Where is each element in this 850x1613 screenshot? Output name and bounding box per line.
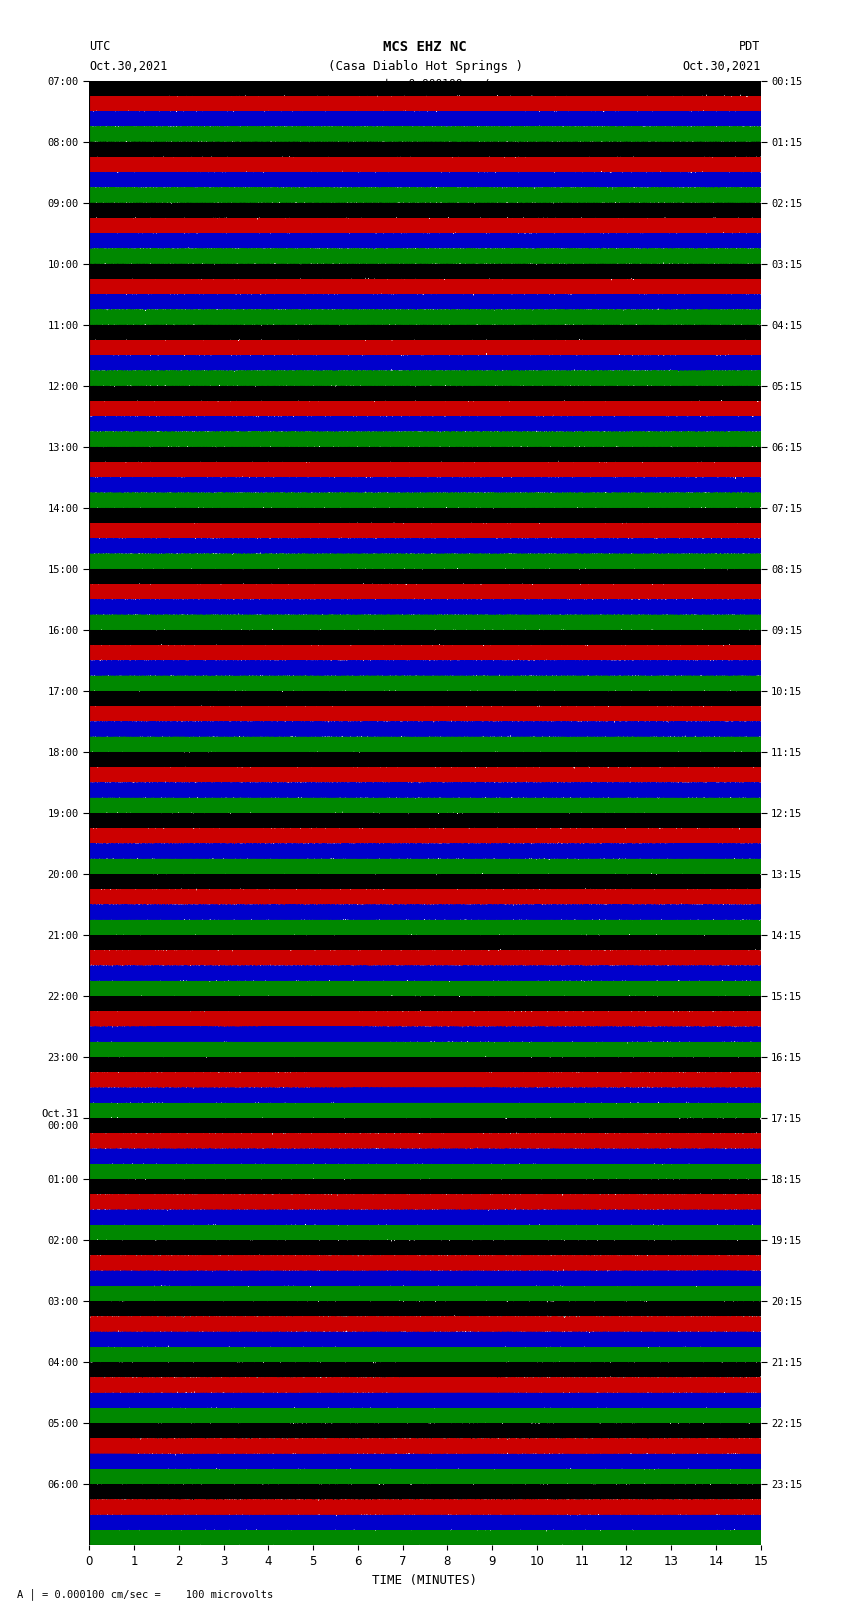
Text: UTC: UTC xyxy=(89,40,110,53)
Text: PDT: PDT xyxy=(740,40,761,53)
Text: Oct.30,2021: Oct.30,2021 xyxy=(683,60,761,73)
Text: Oct.30,2021: Oct.30,2021 xyxy=(89,60,167,73)
X-axis label: TIME (MINUTES): TIME (MINUTES) xyxy=(372,1574,478,1587)
Text: (Casa Diablo Hot Springs ): (Casa Diablo Hot Springs ) xyxy=(327,60,523,73)
Text: │: │ xyxy=(383,79,390,95)
Text: A │ = 0.000100 cm/sec =    100 microvolts: A │ = 0.000100 cm/sec = 100 microvolts xyxy=(17,1589,273,1600)
Text: = 0.000100 cm/sec: = 0.000100 cm/sec xyxy=(395,79,510,89)
Text: MCS EHZ NC: MCS EHZ NC xyxy=(383,40,467,55)
